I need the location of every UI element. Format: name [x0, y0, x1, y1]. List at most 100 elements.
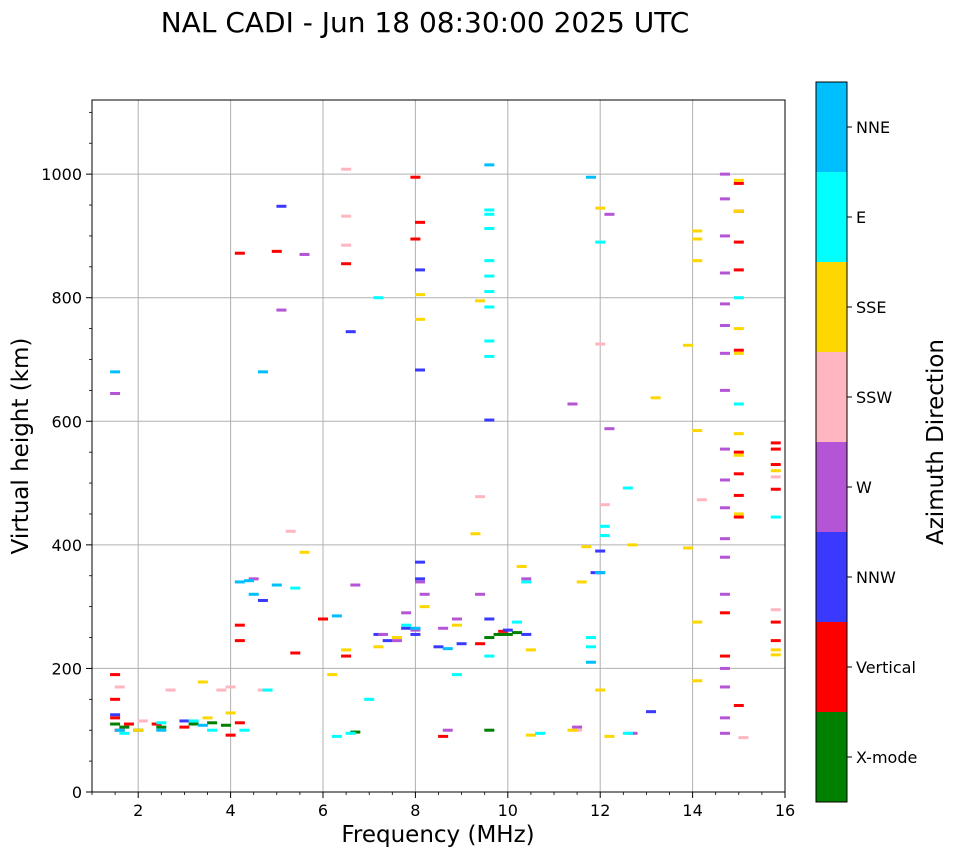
x-tick-label: 4: [226, 801, 236, 820]
data-point: [770, 515, 781, 519]
data-point: [512, 620, 523, 624]
data-point: [572, 725, 583, 729]
colorbar-tick-label: E: [856, 208, 866, 227]
data-point: [692, 259, 703, 263]
data-point: [114, 685, 125, 689]
data-point: [156, 728, 167, 732]
data-point: [692, 229, 703, 233]
colorbar-frame: [815, 81, 848, 803]
data-point: [733, 704, 744, 707]
grid-lines: [92, 100, 785, 792]
data-point: [165, 688, 176, 692]
data-point: [692, 237, 703, 241]
data-point: [373, 296, 384, 300]
data-point: [475, 642, 486, 646]
data-point: [719, 592, 730, 596]
data-point: [239, 728, 250, 732]
data-point: [692, 429, 703, 433]
data-point: [585, 645, 596, 649]
data-point: [585, 175, 596, 179]
colorbar-segment: [816, 262, 847, 352]
data-point: [470, 532, 481, 536]
data-point: [410, 237, 421, 241]
data-point: [110, 673, 121, 677]
data-point: [110, 370, 121, 374]
data-point: [484, 617, 495, 621]
data-point: [719, 537, 730, 541]
data-point: [733, 453, 744, 457]
data-point: [257, 598, 268, 602]
data-point: [207, 721, 218, 725]
data-point: [415, 368, 426, 372]
data-point: [733, 512, 744, 516]
data-points: [110, 163, 781, 740]
data-point: [604, 734, 615, 738]
data-point: [341, 654, 352, 658]
x-tick-label: 10: [498, 801, 518, 820]
data-point: [719, 197, 730, 201]
data-point: [567, 402, 578, 406]
y-tick-label: 1000: [41, 165, 82, 184]
data-point: [262, 688, 273, 692]
data-point: [585, 636, 596, 640]
data-point: [770, 639, 781, 643]
data-point: [225, 685, 236, 689]
data-point: [719, 716, 730, 720]
data-point: [493, 632, 504, 636]
data-point: [119, 731, 130, 735]
data-point: [521, 580, 532, 584]
data-point: [285, 529, 296, 533]
data-point: [733, 178, 744, 182]
colorbar-tick-label: X-mode: [856, 748, 917, 767]
data-point: [719, 555, 730, 559]
data-point: [595, 549, 606, 553]
data-point: [604, 212, 615, 216]
data-point: [276, 204, 287, 208]
data-point: [719, 447, 730, 451]
colorbar-tick-label: NNW: [856, 568, 896, 587]
data-point: [502, 628, 513, 632]
data-point: [733, 296, 744, 300]
data-point: [604, 427, 615, 431]
data-point: [696, 498, 707, 502]
colorbar-tick-label: W: [856, 478, 872, 497]
data-point: [770, 620, 781, 624]
data-point: [225, 733, 236, 737]
colorbar-tick-label: Vertical: [856, 658, 916, 677]
data-point: [770, 447, 781, 451]
data-point: [521, 632, 532, 636]
data-point: [202, 716, 213, 720]
data-point: [484, 208, 495, 212]
data-point: [345, 330, 356, 334]
data-point: [770, 469, 781, 473]
data-point: [521, 577, 532, 581]
data-point: [419, 605, 430, 609]
data-point: [244, 579, 255, 583]
data-point: [484, 418, 495, 422]
data-point: [110, 391, 121, 395]
data-point: [410, 628, 421, 632]
data-point: [516, 564, 527, 568]
data-point: [484, 212, 495, 216]
data-point: [484, 274, 495, 278]
data-point: [451, 617, 462, 621]
data-point: [733, 327, 744, 331]
data-point: [378, 632, 389, 636]
data-point: [345, 731, 356, 735]
colorbar-segment: [816, 172, 847, 262]
data-point: [719, 506, 730, 510]
data-point: [733, 351, 744, 355]
data-point: [271, 583, 282, 587]
data-point: [595, 342, 606, 346]
data-point: [484, 636, 495, 640]
data-point: [438, 626, 449, 630]
colorbar-segment: [816, 442, 847, 532]
data-point: [216, 688, 227, 692]
data-point: [719, 654, 730, 658]
data-point: [719, 388, 730, 392]
x-axis-label: Frequency (MHz): [341, 822, 534, 848]
data-point: [234, 721, 245, 725]
data-point: [415, 560, 426, 564]
colorbar-segment: [816, 532, 847, 622]
data-point: [442, 647, 453, 651]
